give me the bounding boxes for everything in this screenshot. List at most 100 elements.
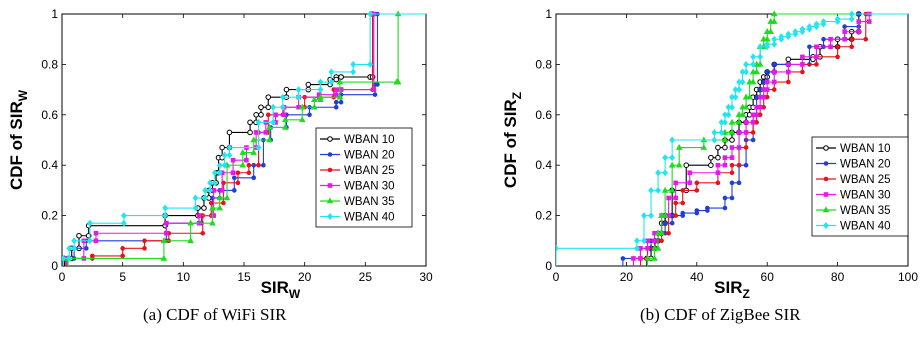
data-point: [705, 208, 710, 213]
data-point: [263, 130, 269, 135]
y-tick-label: 0: [51, 259, 58, 273]
data-point: [261, 162, 266, 168]
data-point: [785, 33, 792, 41]
data-point: [715, 162, 721, 168]
data-point: [311, 103, 318, 110]
x-tick-label: 20: [620, 270, 634, 284]
data-point: [255, 118, 262, 126]
legend-entry: WBAN 40: [344, 212, 395, 224]
y-tick-label: 0.2: [41, 209, 58, 223]
data-point: [842, 29, 847, 34]
data-point: [87, 219, 93, 227]
data-point: [749, 78, 757, 85]
data-point: [202, 186, 209, 194]
data-point: [265, 112, 271, 118]
x-tick-label: 0: [59, 270, 66, 284]
data-point: [556, 244, 559, 252]
x-tick-label: 20: [298, 270, 312, 284]
data-point: [230, 157, 236, 163]
legend-swatch-marker: [326, 197, 334, 204]
data-point: [753, 68, 760, 75]
data-point: [835, 54, 840, 60]
data-point: [211, 179, 218, 187]
y-tick-label: 0.8: [41, 57, 58, 71]
data-point: [372, 92, 378, 97]
data-point: [708, 154, 714, 161]
data-point: [253, 112, 259, 118]
data-point: [661, 211, 669, 218]
data-point: [764, 43, 771, 51]
data-point: [771, 40, 778, 48]
y-tick-label: 1: [51, 7, 58, 21]
data-point: [281, 116, 289, 123]
data-point: [764, 79, 770, 85]
data-point: [820, 20, 827, 28]
data-point: [771, 87, 777, 92]
data-point: [317, 78, 324, 86]
data-point: [729, 170, 735, 176]
legend-box: [315, 127, 413, 228]
data-point: [711, 128, 718, 136]
data-point: [201, 205, 207, 211]
legend-box: [811, 136, 909, 237]
data-point: [71, 244, 78, 252]
data-point: [336, 78, 344, 85]
data-point: [729, 155, 735, 160]
data-point: [333, 104, 339, 110]
data-point: [270, 118, 277, 126]
legend-entry: WBAN 20: [840, 159, 891, 171]
data-point: [722, 155, 728, 160]
data-point: [680, 200, 686, 206]
data-point: [771, 79, 777, 85]
data-point: [71, 237, 78, 245]
y-tick-label: 0.4: [535, 158, 552, 172]
data-point: [742, 103, 750, 110]
data-point: [219, 188, 225, 193]
data-point: [333, 92, 339, 97]
data-point: [246, 170, 252, 176]
data-point: [708, 162, 714, 168]
x-tick-label: 60: [761, 270, 775, 284]
legend-entry: WBAN 35: [344, 196, 395, 208]
data-point: [221, 161, 228, 169]
data-point: [87, 237, 93, 245]
data-point: [694, 188, 700, 193]
data-point: [718, 128, 725, 136]
data-point: [651, 254, 658, 261]
data-point: [806, 25, 813, 33]
data-point: [722, 195, 728, 201]
data-point: [652, 238, 657, 244]
caption-b: (b) CDF of ZigBee SIR: [640, 305, 801, 324]
data-point: [265, 104, 272, 111]
data-point: [76, 232, 82, 239]
data-point: [750, 53, 757, 61]
data-point: [295, 93, 302, 101]
legend-swatch-marker: [823, 176, 829, 182]
data-point: [247, 129, 253, 136]
x-tick-label: 15: [237, 270, 251, 284]
x-tick-label: 40: [690, 270, 704, 284]
data-point: [743, 60, 749, 68]
data-point: [219, 144, 225, 151]
data-point: [743, 120, 749, 125]
data-point: [298, 116, 306, 123]
data-point: [333, 99, 339, 105]
data-point: [694, 180, 700, 186]
data-point: [66, 254, 73, 262]
data-point: [757, 43, 764, 51]
data-point: [666, 230, 671, 236]
data-point: [729, 103, 735, 111]
data-point: [305, 81, 312, 88]
legend-entry: WBAN 30: [840, 190, 891, 202]
data-point: [725, 111, 732, 119]
data-point: [239, 161, 247, 168]
data-point: [338, 87, 344, 92]
data-point: [307, 112, 312, 118]
data-point: [164, 230, 169, 236]
data-point: [668, 161, 676, 168]
data-point: [728, 118, 736, 125]
data-point: [761, 94, 766, 100]
data-point: [856, 29, 862, 34]
data-point: [634, 237, 640, 245]
data-point: [770, 10, 778, 17]
